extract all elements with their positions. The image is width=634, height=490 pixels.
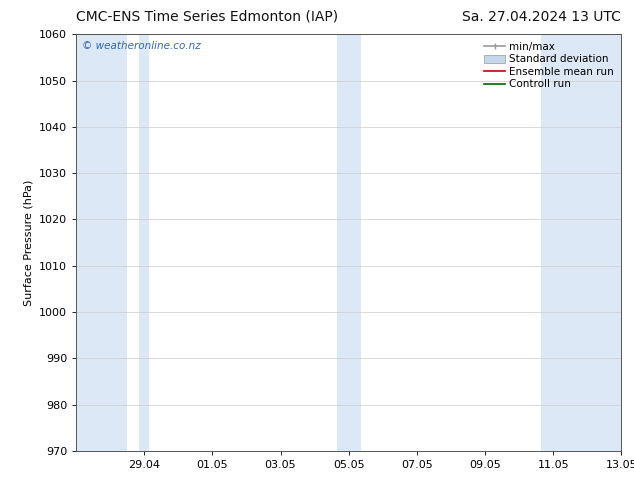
Bar [139, 34, 150, 451]
Y-axis label: Surface Pressure (hPa): Surface Pressure (hPa) [23, 179, 34, 306]
Text: CMC-ENS Time Series Edmonton (IAP): CMC-ENS Time Series Edmonton (IAP) [76, 10, 338, 24]
Bar [337, 34, 361, 451]
Text: Sa. 27.04.2024 13 UTC: Sa. 27.04.2024 13 UTC [462, 10, 621, 24]
Bar [76, 34, 127, 451]
Text: © weatheronline.co.nz: © weatheronline.co.nz [82, 41, 200, 50]
Legend: min/max, Standard deviation, Ensemble mean run, Controll run: min/max, Standard deviation, Ensemble me… [482, 40, 616, 92]
Bar [541, 34, 621, 451]
